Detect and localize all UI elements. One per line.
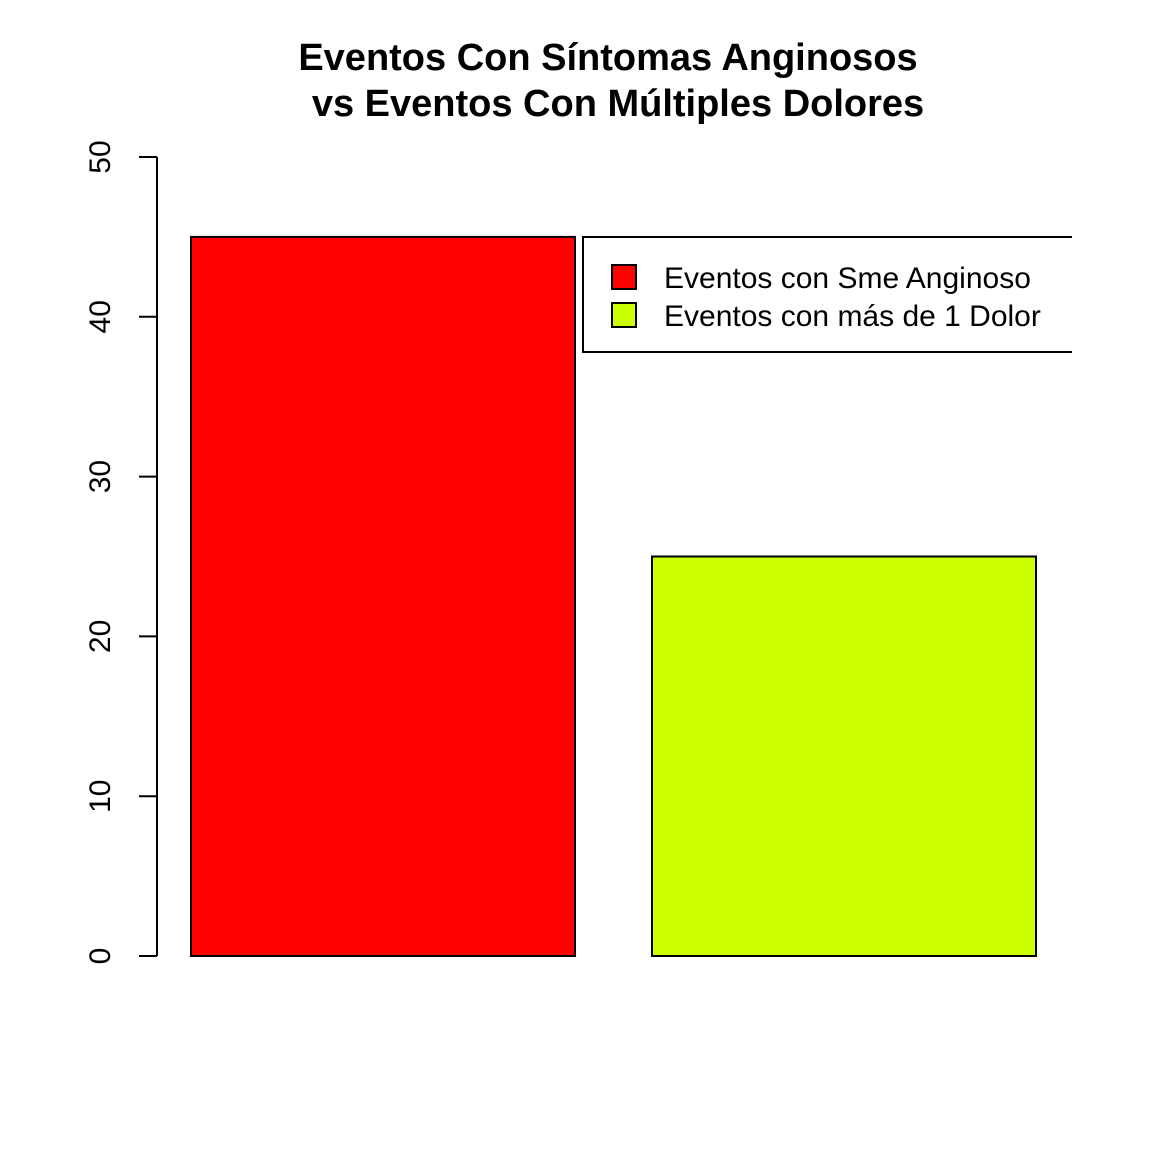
legend: Eventos con Sme Anginoso Eventos con más … bbox=[582, 236, 1072, 353]
legend-box bbox=[582, 236, 1072, 353]
bars-group bbox=[190, 235, 1037, 957]
legend-label: Eventos con más de 1 Dolor bbox=[664, 300, 1041, 333]
legend-label: Eventos con Sme Anginoso bbox=[664, 262, 1031, 295]
chart-title: Eventos Con Síntomas Anginosos bbox=[298, 37, 917, 79]
y-tick-label: 10 bbox=[84, 780, 117, 813]
y-tick-label: 0 bbox=[84, 948, 117, 965]
y-axis: 0 10 20 30 40 50 bbox=[84, 140, 158, 965]
bar-1 bbox=[190, 235, 576, 957]
legend-swatch bbox=[611, 264, 637, 290]
y-tick-label: 20 bbox=[84, 620, 117, 653]
legend-swatch bbox=[611, 302, 637, 328]
bar-2 bbox=[651, 555, 1037, 957]
y-tick-label: 40 bbox=[84, 300, 117, 333]
y-tick-label: 30 bbox=[84, 460, 117, 493]
y-tick-label: 50 bbox=[84, 140, 117, 173]
chart-subtitle: vs Eventos Con Múltiples Dolores bbox=[312, 83, 924, 125]
